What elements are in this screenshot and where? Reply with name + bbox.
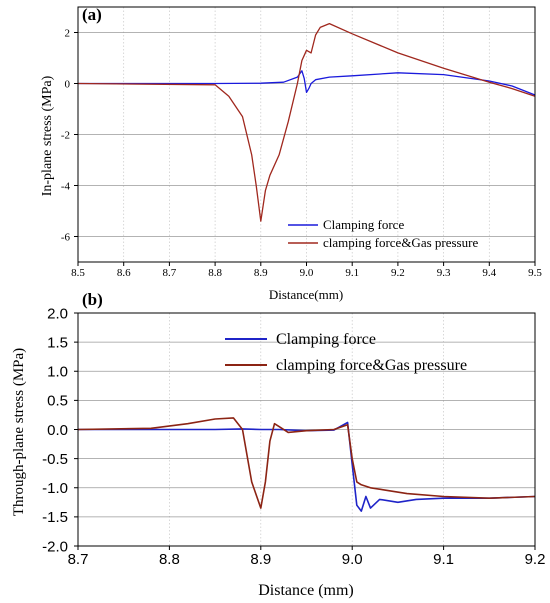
panel-a-x-axis-title: Distance(mm)	[269, 287, 343, 302]
y-tick-label: 0.0	[47, 422, 68, 439]
series-line-clamping-force	[78, 70, 536, 96]
x-tick-label: 9.5	[528, 267, 542, 279]
x-tick-label: 9.4	[482, 267, 496, 279]
x-tick-label: 8.9	[254, 267, 268, 279]
panel-a-y-ticks: -6 -4 -2 0 2	[61, 27, 78, 243]
panel-b-legend: Clamping force clamping force&Gas pressu…	[225, 331, 467, 374]
x-tick-label: 8.6	[117, 267, 131, 279]
panel-b-label: (b)	[82, 290, 103, 309]
panel-a-legend-label-clamping: Clamping force	[323, 217, 404, 232]
series-line-clamping-force-gas-pressure	[77, 417, 536, 509]
x-tick-label: 9.3	[437, 267, 451, 279]
x-tick-label: 8.7	[68, 551, 89, 568]
x-tick-label: 9.1	[433, 551, 454, 568]
y-tick-label: 1.5	[47, 334, 68, 351]
x-tick-label: 9.2	[525, 551, 546, 568]
y-tick-label: -1.0	[42, 480, 68, 497]
panel-a-x-ticks: 8.5 8.6 8.7 8.8 8.9 9.0 9.1 9.2 9.3 9.4 9.5	[71, 262, 542, 279]
panel-b-y-axis-title: Through-plane stress (MPa)	[11, 348, 27, 516]
y-tick-label: 2	[65, 27, 71, 39]
y-tick-label: -2	[61, 129, 70, 141]
y-tick-label: -2.0	[42, 538, 68, 555]
panel-a-legend-label-gas: clamping force&Gas pressure	[323, 235, 478, 250]
y-tick-label: -1.5	[42, 509, 68, 526]
y-tick-label: 0	[65, 78, 71, 90]
chart-panel-b: (b) 8.7 8.8 8.9 9.0 9.1 9.2 -2.0 -1.5 -1.0 -0.5 0…	[11, 290, 545, 599]
panel-b-y-ticks: -2.0 -1.5 -1.0 -0.5 0.0 0.5 1.0 1.5 2.0	[42, 305, 78, 555]
y-tick-label: -4	[61, 180, 71, 192]
panel-a-label: (a)	[82, 5, 102, 24]
panel-b-legend-label-clamping: Clamping force	[276, 331, 376, 348]
panel-b-x-ticks: 8.7 8.8 8.9 9.0 9.1 9.2	[68, 546, 546, 568]
panel-a-y-axis-title: In-plane stress (MPa)	[40, 75, 55, 196]
panel-a-series	[77, 22, 536, 222]
x-tick-label: 9.0	[342, 551, 363, 568]
panel-b-legend-label-gas: clamping force&Gas pressure	[276, 357, 467, 374]
x-tick-label: 8.7	[163, 267, 177, 279]
y-tick-label: 1.0	[47, 364, 68, 381]
y-tick-label: 0.5	[47, 393, 68, 410]
panel-b-series	[77, 417, 536, 512]
chart-panel-a: (a) 8.5 8.6 8.7 8.8 8.9 9.0 9.1 9.2 9.3 9.4 9.5 -6…	[40, 5, 542, 302]
x-tick-label: 8.8	[208, 267, 222, 279]
x-tick-label: 9.1	[345, 267, 359, 279]
panel-a-grid	[78, 7, 535, 262]
series-line-clamping-force	[78, 421, 536, 512]
y-tick-label: -0.5	[42, 451, 68, 468]
series-line-clamping-force-gas-pressure	[77, 22, 536, 222]
y-tick-label: -6	[61, 231, 71, 243]
x-tick-label: 9.0	[300, 267, 314, 279]
x-tick-label: 9.2	[391, 267, 405, 279]
x-tick-label: 8.5	[71, 267, 85, 279]
panel-b-x-axis-title: Distance (mm)	[258, 582, 354, 599]
panel-a-legend: Clamping force clamping force&Gas pressu…	[288, 217, 478, 250]
x-tick-label: 8.9	[250, 551, 271, 568]
x-tick-label: 8.8	[159, 551, 180, 568]
y-tick-label: 2.0	[47, 305, 68, 322]
